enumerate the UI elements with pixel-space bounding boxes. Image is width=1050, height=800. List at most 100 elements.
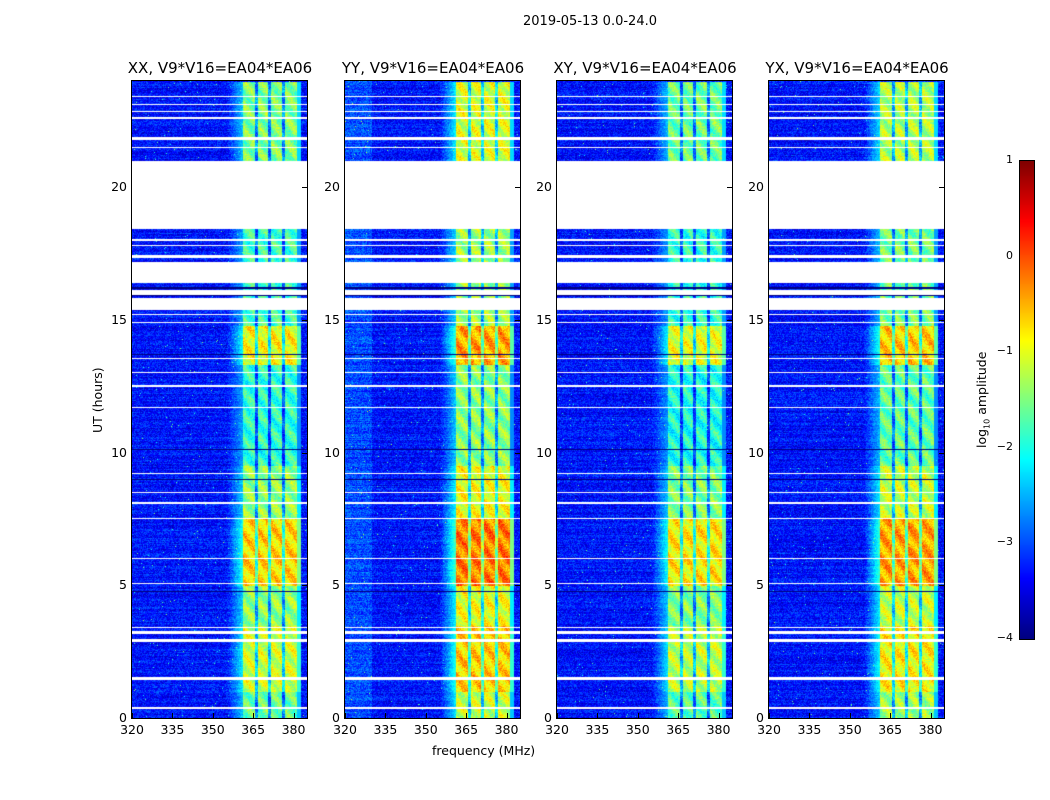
y-tick-label: 0 <box>544 710 552 725</box>
heatmap-panel-3 <box>768 80 945 719</box>
y-tick-label: 10 <box>748 444 764 460</box>
y-tick-mark <box>727 585 732 587</box>
x-tick-mark <box>385 713 387 718</box>
x-tick-mark <box>849 713 851 718</box>
y-tick-label: 20 <box>111 179 127 195</box>
y-tick-label: 5 <box>756 577 764 593</box>
y-tick-mark <box>515 585 520 587</box>
x-tick-label: 365 <box>241 722 266 737</box>
panel-title: XY, V9*V16=EA04*EA06 <box>553 59 737 77</box>
x-tick-label: 320 <box>333 722 357 737</box>
figure-title: 2019-05-13 0.0-24.0 <box>523 14 657 29</box>
x-tick-mark <box>597 713 599 718</box>
x-tick-label: 380 <box>281 722 306 737</box>
y-tick-mark <box>515 452 520 454</box>
y-tick-label: 15 <box>536 311 552 327</box>
x-tick-mark <box>930 713 932 718</box>
colorbar-tick-label: 0 <box>1006 248 1013 262</box>
y-tick-mark <box>302 319 307 321</box>
y-tick-mark <box>939 452 944 454</box>
x-tick-label: 335 <box>160 722 185 737</box>
y-tick-label: 20 <box>324 179 340 195</box>
heatmap-image <box>769 81 944 718</box>
x-tick-label: 350 <box>200 722 225 737</box>
y-tick-label: 10 <box>536 444 552 460</box>
x-tick-label: 335 <box>797 722 822 737</box>
x-tick-mark <box>809 713 811 718</box>
x-tick-mark <box>890 713 892 718</box>
x-tick-mark <box>557 713 558 718</box>
y-tick-label: 20 <box>536 179 552 195</box>
y-tick-mark <box>302 187 307 189</box>
y-tick-mark <box>727 452 732 454</box>
x-tick-label: 335 <box>373 722 398 737</box>
colorbar-tick-label: −4 <box>996 631 1013 644</box>
x-tick-mark <box>293 713 295 718</box>
x-tick-label: 380 <box>494 722 519 737</box>
colorbar-tick-label: −1 <box>996 344 1013 358</box>
x-tick-mark <box>132 713 133 718</box>
y-tick-mark <box>939 319 944 321</box>
x-tick-label: 350 <box>625 722 650 737</box>
y-tick-label: 5 <box>332 577 340 593</box>
y-tick-mark <box>302 718 307 719</box>
y-tick-mark <box>939 585 944 587</box>
x-tick-mark <box>425 713 427 718</box>
x-tick-mark <box>678 713 680 718</box>
y-tick-mark <box>515 187 520 189</box>
x-tick-label: 365 <box>666 722 691 737</box>
y-tick-mark <box>727 718 732 719</box>
panel-title: XX, V9*V16=EA04*EA06 <box>127 59 313 77</box>
heatmap-image <box>557 81 732 718</box>
x-axis-label: frequency (MHz) <box>432 743 536 758</box>
heatmap-panel-2 <box>556 80 733 719</box>
panel-title: YY, V9*V16=EA04*EA06 <box>341 59 525 77</box>
colorbar-tick-label: −2 <box>996 439 1013 453</box>
y-tick-mark <box>727 319 732 321</box>
y-tick-label: 15 <box>324 311 340 327</box>
x-tick-mark <box>345 713 346 718</box>
heatmap-image <box>132 81 307 718</box>
colorbar-tick-label: −3 <box>996 535 1013 549</box>
x-tick-mark <box>718 713 720 718</box>
heatmap-panel-1 <box>344 80 521 719</box>
y-tick-mark <box>515 319 520 321</box>
y-tick-mark <box>939 718 944 719</box>
y-tick-label: 15 <box>111 311 127 327</box>
x-tick-mark <box>466 713 468 718</box>
panel-title: YX, V9*V16=EA04*EA06 <box>765 59 949 77</box>
x-tick-label: 320 <box>545 722 569 737</box>
y-tick-mark <box>302 452 307 454</box>
y-axis-label: UT (hours) <box>90 367 105 433</box>
x-tick-mark <box>212 713 214 718</box>
y-tick-label: 0 <box>119 710 127 725</box>
y-tick-label: 10 <box>111 444 127 460</box>
y-tick-label: 0 <box>332 710 340 725</box>
y-tick-mark <box>302 585 307 587</box>
y-tick-label: 10 <box>324 444 340 460</box>
x-tick-label: 320 <box>757 722 781 737</box>
x-tick-mark <box>172 713 174 718</box>
x-tick-label: 380 <box>706 722 731 737</box>
y-tick-mark <box>727 187 732 189</box>
colorbar-label: log10 amplitude <box>974 351 992 448</box>
heatmap-image <box>345 81 520 718</box>
heatmap-panel-0 <box>131 80 308 719</box>
y-tick-mark <box>515 718 520 719</box>
x-tick-mark <box>253 713 255 718</box>
x-tick-mark <box>769 713 770 718</box>
y-tick-label: 0 <box>756 710 764 725</box>
x-tick-label: 350 <box>413 722 438 737</box>
x-tick-mark <box>637 713 639 718</box>
x-tick-mark <box>506 713 508 718</box>
y-tick-label: 5 <box>119 577 127 593</box>
y-tick-mark <box>939 187 944 189</box>
x-tick-label: 320 <box>120 722 144 737</box>
x-tick-label: 365 <box>454 722 479 737</box>
y-tick-label: 5 <box>544 577 552 593</box>
x-tick-label: 335 <box>585 722 610 737</box>
x-tick-label: 350 <box>837 722 862 737</box>
x-tick-label: 365 <box>878 722 903 737</box>
y-tick-label: 20 <box>748 179 764 195</box>
